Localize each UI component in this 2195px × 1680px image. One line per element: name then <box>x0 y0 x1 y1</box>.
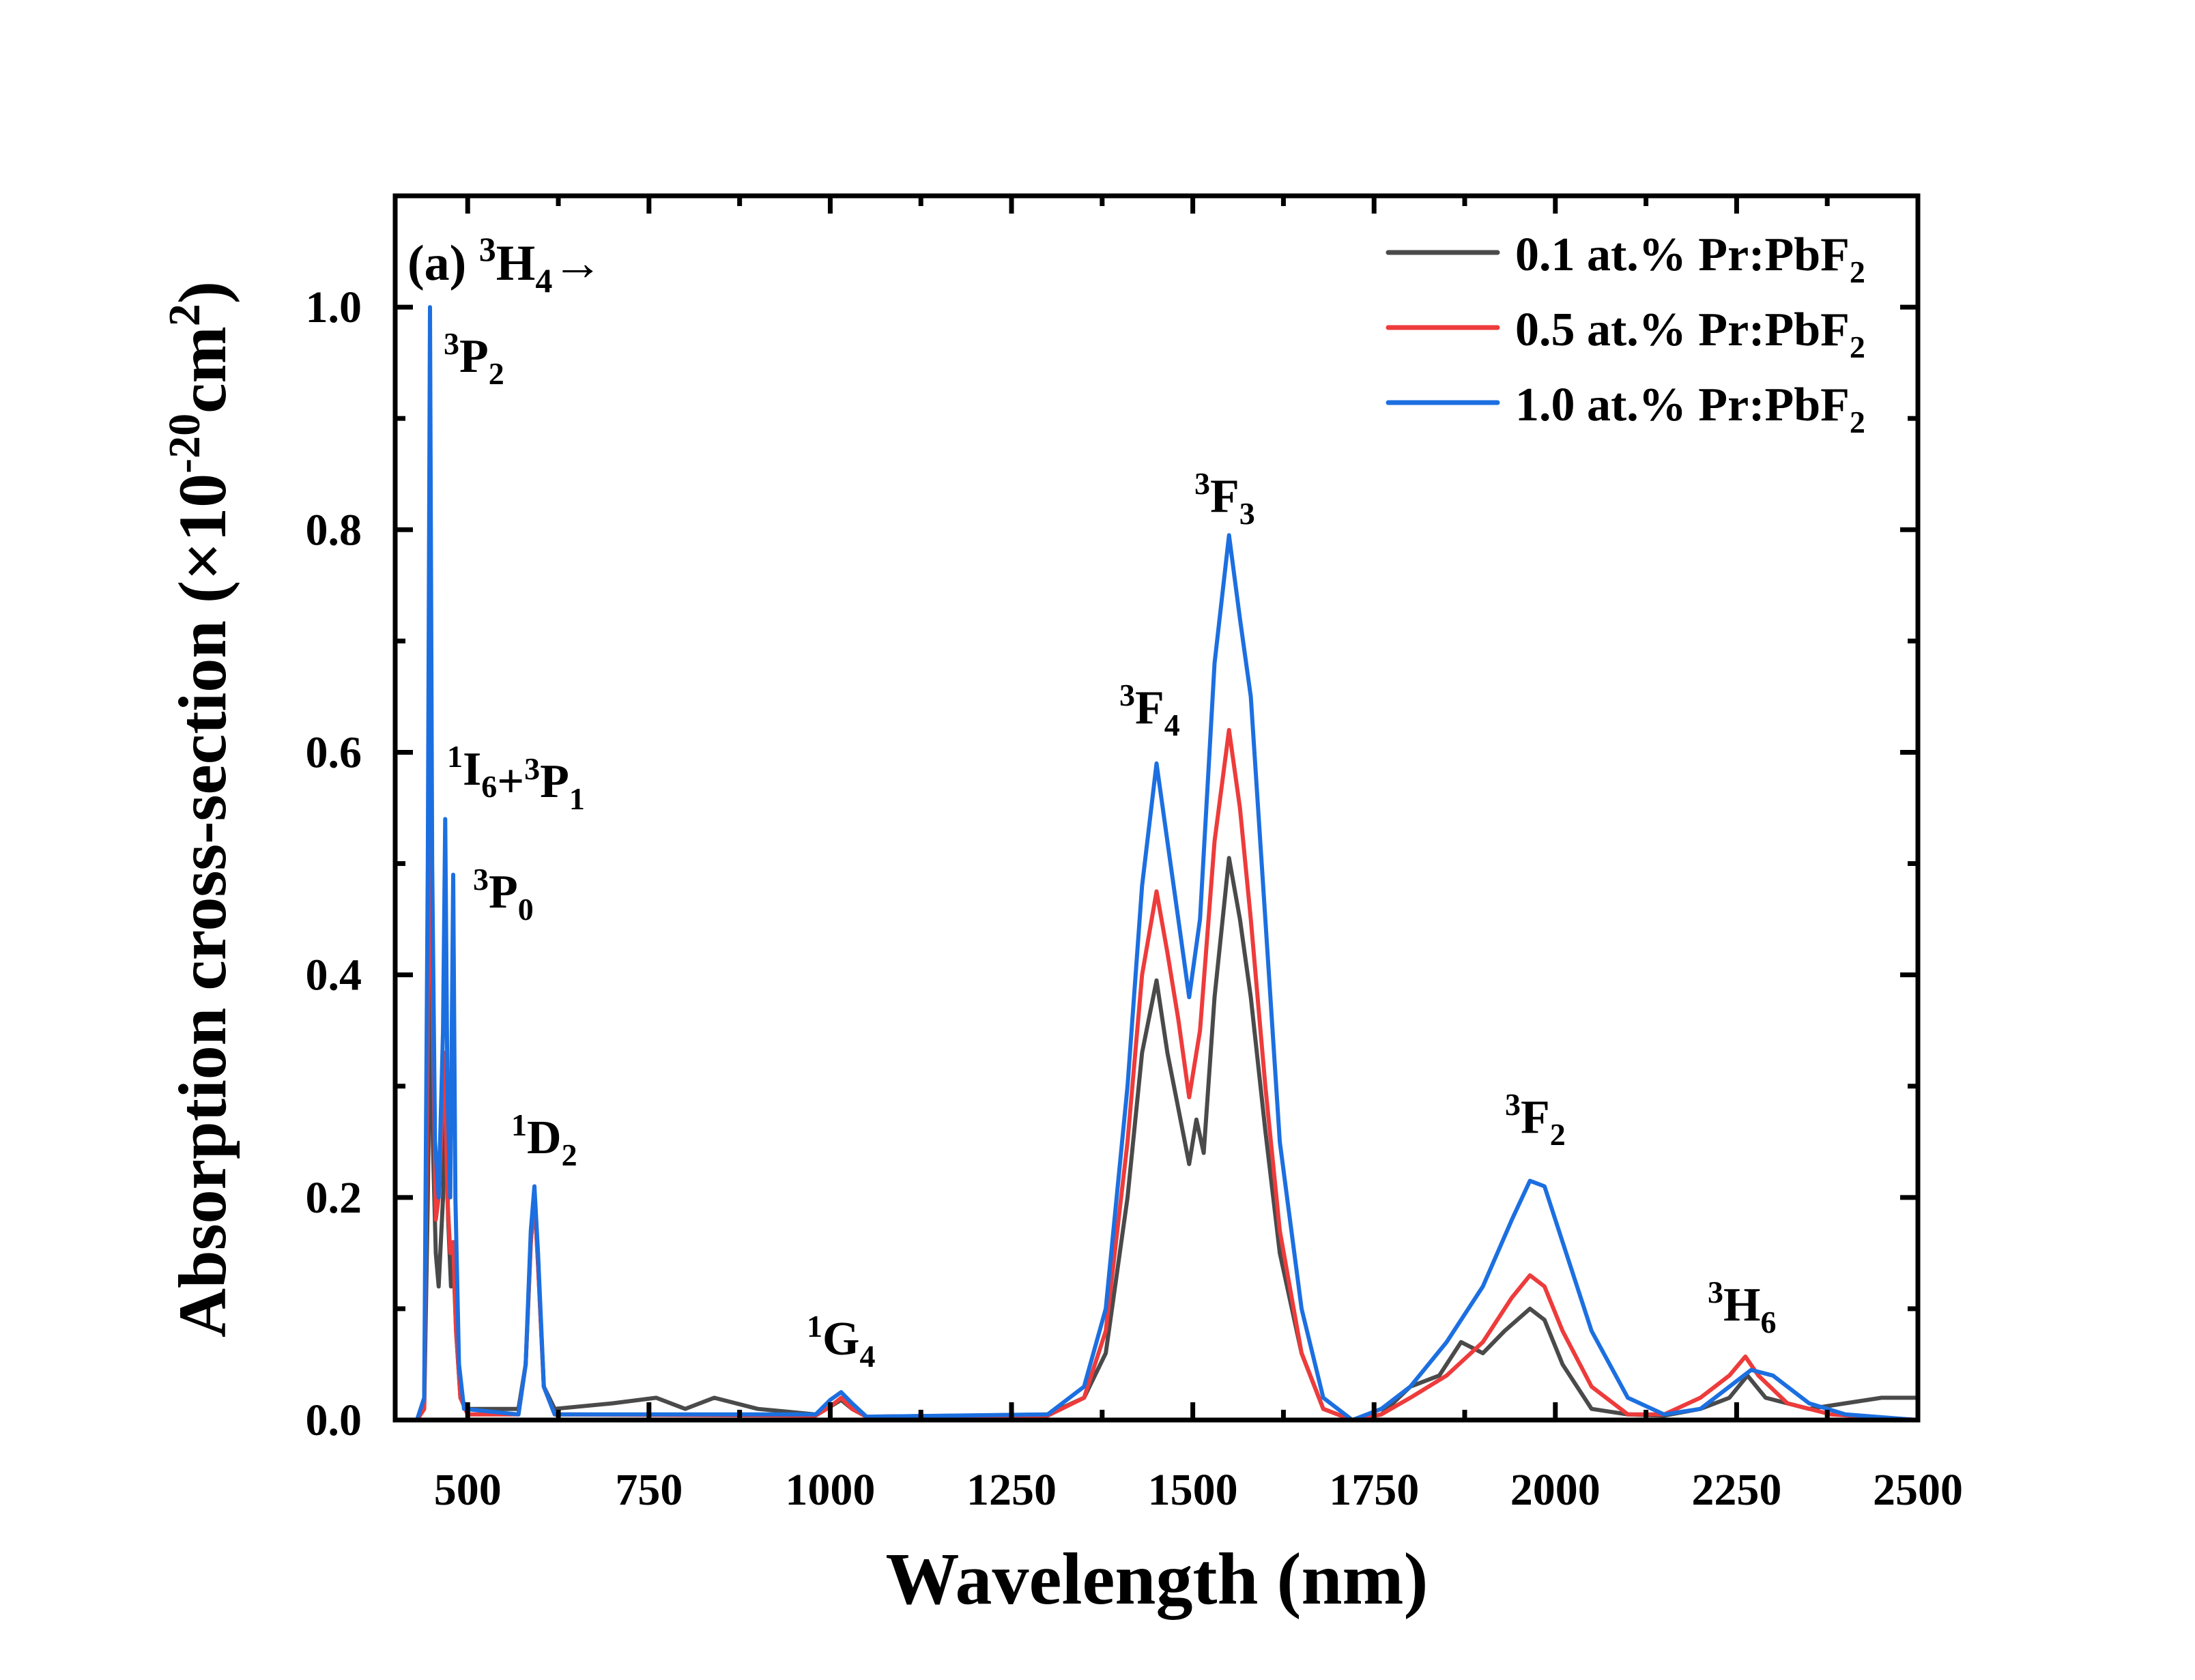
plot-frame <box>392 193 1921 1423</box>
legend: 0.1 at.% Pr:PbF2 0.5 at.% Pr:PbF2 1.0 at.%… <box>1386 229 1865 439</box>
y-tick-label: 0.0 <box>306 1395 362 1445</box>
x-tick-label: 1250 <box>966 1465 1057 1515</box>
y-tick-label: 0.6 <box>306 727 362 777</box>
ticks-layer: 500 750 1000 1250 1500 1750 2000 2250 2500 0.0 0.2… <box>306 193 1963 1515</box>
x-tick-label: 1500 <box>1148 1465 1238 1515</box>
y-tick-label: 0.4 <box>306 951 362 1000</box>
annotations: 3P2 1I6+3P1 3P0 1D2 1G4 3F4 3F3 3F2 3H6 <box>444 326 1776 1374</box>
x-tick-label: 1000 <box>785 1465 875 1515</box>
transition-label: 3P0 <box>473 862 534 927</box>
transition-label: 3H6 <box>1708 1275 1776 1339</box>
x-tick-label: 500 <box>434 1465 502 1515</box>
transition-label: 1G4 <box>807 1309 875 1374</box>
x-tick-label: 2250 <box>1691 1465 1781 1515</box>
x-tick-label: 750 <box>615 1465 683 1515</box>
panel-label: (a) 3H4→ <box>407 230 603 300</box>
x-tick-label: 2500 <box>1873 1465 1963 1515</box>
legend-label-0: 0.1 at.% Pr:PbF2 <box>1515 229 1865 289</box>
legend-label-1: 0.5 at.% Pr:PbF2 <box>1515 304 1865 364</box>
y-axis-title: Absorption cross-section (×10-20cm2) <box>160 281 240 1337</box>
transition-label: 1I6+3P1 <box>447 739 585 816</box>
x-tick-label: 2000 <box>1510 1465 1601 1515</box>
x-axis-title: Wavelength (nm) <box>886 1539 1429 1620</box>
series-layer <box>415 305 1919 1422</box>
legend-label-2: 1.0 at.% Pr:PbF2 <box>1515 379 1865 439</box>
transition-label: 3F3 <box>1194 466 1255 531</box>
transition-label: 3P2 <box>444 326 504 391</box>
transition-label: 1D2 <box>511 1107 577 1172</box>
transition-label: 3F4 <box>1119 678 1180 742</box>
y-tick-label: 1.0 <box>306 283 362 332</box>
y-tick-label: 0.8 <box>306 505 362 555</box>
series-line-1 <box>415 639 1919 1422</box>
series-line-2 <box>415 305 1919 1422</box>
y-tick-label: 0.2 <box>306 1173 362 1223</box>
x-tick-label: 1750 <box>1329 1465 1419 1515</box>
transition-label: 3F2 <box>1505 1087 1566 1152</box>
